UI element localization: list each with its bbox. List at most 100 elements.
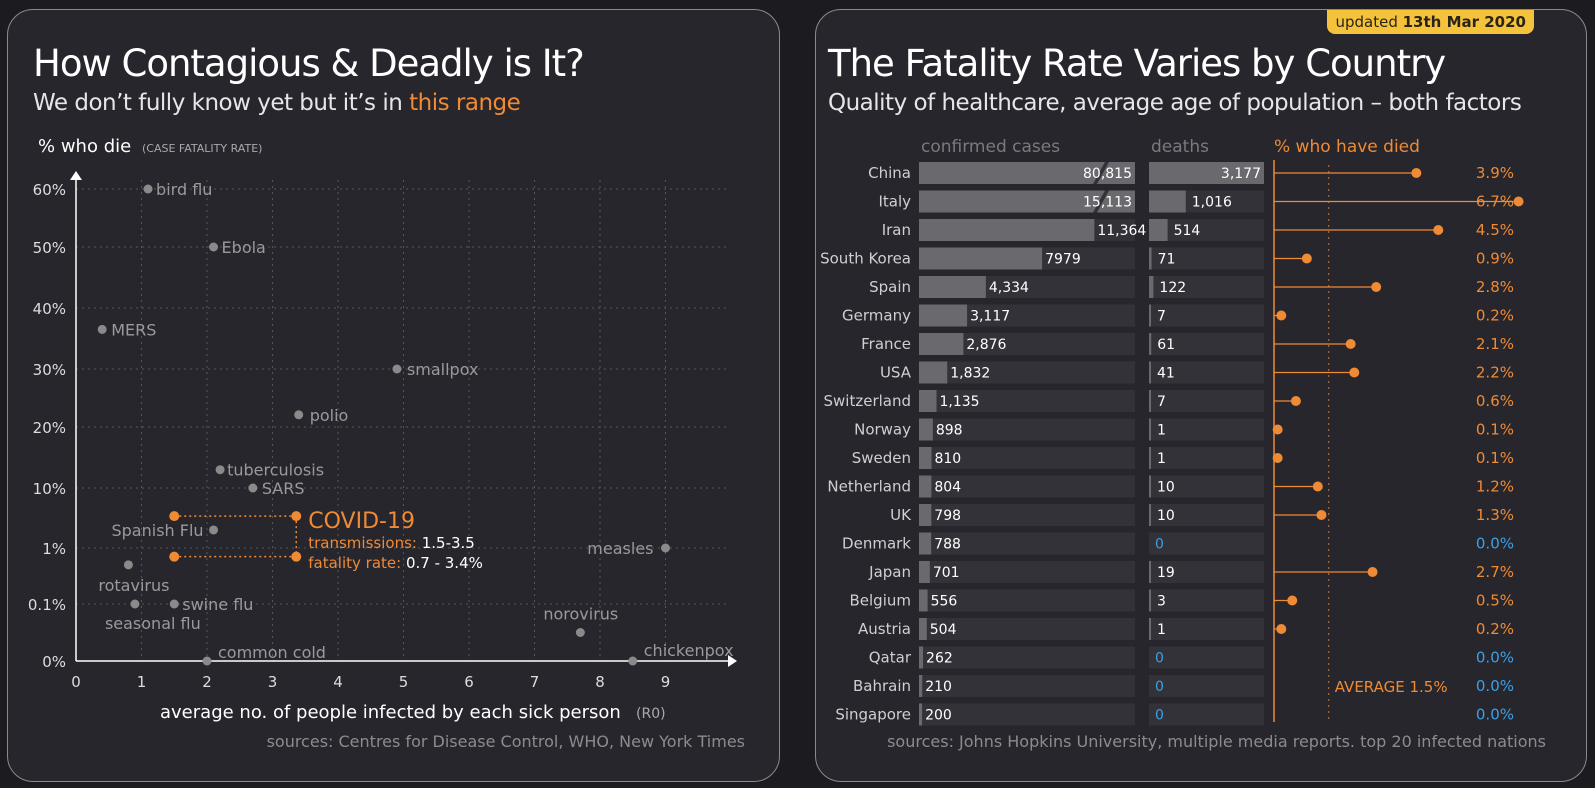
- deaths-bar: [1149, 589, 1151, 612]
- deaths-bar: [1149, 561, 1151, 583]
- deaths-track: [1149, 646, 1264, 669]
- cases-value: 210: [925, 679, 952, 695]
- disease-point: [215, 465, 225, 475]
- cases-track: [919, 361, 1135, 384]
- deaths-track: [1149, 532, 1264, 555]
- cases-track: [919, 532, 1135, 555]
- disease-label: polio: [310, 406, 349, 425]
- deaths-column-header: deaths: [1151, 137, 1209, 157]
- cases-bar: [919, 646, 924, 669]
- rate-value: 0.0%: [1476, 706, 1514, 724]
- deaths-bar: [1149, 190, 1186, 213]
- rate-dot: [1301, 253, 1312, 264]
- y-tick-label: 50%: [33, 239, 66, 257]
- y-tick-label: 0%: [42, 653, 66, 671]
- disease-label: swine flu: [182, 595, 253, 614]
- rate-value: 2.7%: [1476, 563, 1514, 581]
- disease-point: [169, 599, 179, 609]
- x-tick-label: 4: [333, 673, 343, 691]
- rate-value: 0.2%: [1476, 307, 1514, 325]
- rate-dot: [1272, 453, 1283, 463]
- scatter-chart: 0% 0.1% 1% 10% 20% 30% 40% 50% 60% 0 1 2 3 4 5 6 7 8 9 % wh…: [28, 136, 737, 723]
- deaths-value: 1: [1157, 622, 1166, 638]
- deaths-bar: [1149, 361, 1151, 384]
- cases-track: [919, 418, 1135, 441]
- rate-value: 0.0%: [1476, 649, 1514, 667]
- cases-value: 504: [930, 622, 957, 638]
- disease-label: bird flu: [156, 180, 212, 199]
- deaths-value: 19: [1157, 565, 1175, 581]
- deaths-value: 122: [1159, 280, 1186, 296]
- rate-value: 0.0%: [1476, 677, 1514, 695]
- deaths-value: 71: [1158, 252, 1176, 268]
- deaths-bar: [1149, 304, 1151, 327]
- covid-label: COVID-19: [308, 509, 415, 534]
- deaths-bar: [1149, 447, 1151, 469]
- rate-dot: [1345, 339, 1356, 349]
- cases-bar: [919, 418, 933, 441]
- deaths-bar: [1149, 390, 1151, 412]
- rate-dot: [1276, 310, 1287, 321]
- deaths-value: 0: [1155, 708, 1164, 724]
- updated-prefix: updated: [1335, 13, 1398, 31]
- rate-value: 4.5%: [1476, 221, 1514, 239]
- covid-transmissions: transmissions: 1.5-3.5: [308, 534, 475, 552]
- deaths-value: 10: [1157, 480, 1175, 496]
- rate-dot: [1312, 481, 1323, 492]
- cases-track: [919, 304, 1135, 327]
- rate-value: 0.1%: [1476, 421, 1514, 439]
- rate-dot: [1272, 424, 1283, 435]
- deaths-value: 41: [1157, 366, 1175, 382]
- y-tick-label: 30%: [33, 361, 66, 379]
- deaths-track: [1149, 504, 1264, 526]
- rate-dot: [1367, 567, 1378, 577]
- country-label: Belgium: [850, 592, 912, 610]
- cases-value: 11,364: [1097, 223, 1146, 239]
- country-label: China: [868, 164, 911, 182]
- y-tick-label: 1%: [42, 540, 66, 558]
- deaths-value: 0: [1155, 651, 1164, 667]
- disease-label: common cold: [218, 643, 326, 662]
- cases-value: 80,815: [1083, 166, 1132, 182]
- x-axis-arrow: [728, 655, 737, 667]
- covid-range-corner: [291, 551, 302, 562]
- deaths-bar: [1149, 162, 1264, 184]
- y-axis-label-note: (CASE FATALITY RATE): [142, 142, 262, 155]
- disease-label: seasonal flu: [105, 614, 201, 633]
- cases-value: 15,113: [1083, 195, 1132, 211]
- cases-bar: [919, 247, 1043, 270]
- cases-track: [919, 475, 1135, 498]
- country-label: France: [861, 335, 911, 353]
- deaths-value: 3: [1157, 594, 1166, 610]
- y-axis-label: % who die: [38, 136, 131, 157]
- deaths-value: 1,016: [1192, 195, 1232, 211]
- rate-value: 0.6%: [1476, 392, 1514, 410]
- deaths-track: [1149, 361, 1264, 384]
- cases-bar: [919, 504, 932, 526]
- y-tick-label: 10%: [33, 480, 66, 498]
- disease-point: [628, 656, 638, 666]
- disease-point: [209, 242, 219, 252]
- disease-label: Spanish Flu: [111, 521, 203, 540]
- x-tick-label: 8: [595, 673, 605, 691]
- country-label: Sweden: [852, 449, 911, 467]
- cases-bar: [919, 276, 986, 298]
- average-label: AVERAGE 1.5%: [1335, 678, 1448, 696]
- left-title: How Contagious & Deadly is It?: [33, 42, 585, 85]
- right-title: The Fatality Rate Varies by Country: [828, 42, 1446, 85]
- cases-value: 7979: [1045, 252, 1081, 268]
- rate-value: 0.5%: [1476, 592, 1514, 610]
- country-label: Denmark: [842, 535, 911, 553]
- updated-date: 13th Mar 2020: [1402, 13, 1526, 31]
- country-label: Netherland: [827, 478, 911, 496]
- cases-track: [919, 447, 1135, 469]
- x-tick-label: 5: [399, 673, 409, 691]
- rate-value: 0.0%: [1476, 535, 1514, 553]
- disease-point: [661, 543, 670, 553]
- cases-bar: [919, 675, 923, 697]
- deaths-value: 1: [1157, 451, 1166, 467]
- deaths-track: [1149, 675, 1264, 697]
- cases-value: 804: [934, 480, 961, 496]
- x-tick-label: 3: [268, 673, 278, 691]
- x-tick-label: 9: [661, 673, 671, 691]
